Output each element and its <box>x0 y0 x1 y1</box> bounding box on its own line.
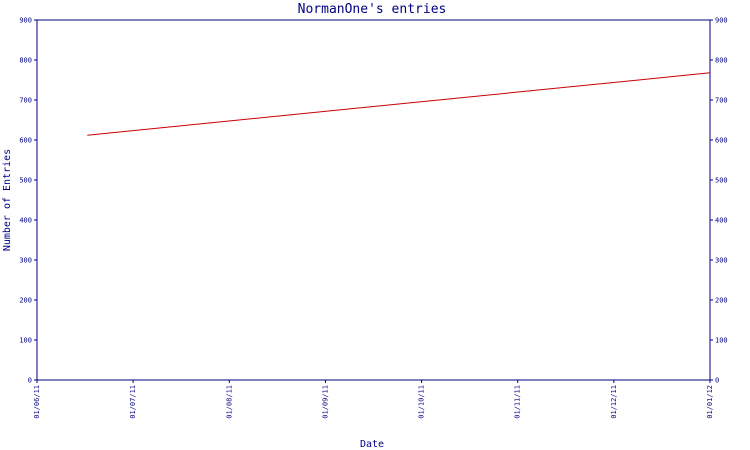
x-axis: 01/06/11 01/07/11 01/08/11 01/09/11 01/10/11… <box>33 380 714 419</box>
y-tick-label-right: 200 <box>715 297 728 305</box>
series-group <box>87 72 711 136</box>
x-tick-label: 01/11/11 <box>514 385 522 419</box>
x-tick-label: 01/07/11 <box>129 385 137 419</box>
y-tick-label-right: 900 <box>715 17 728 25</box>
chart-title: NormanOne's entries <box>298 2 447 17</box>
y-tick-label-right: 500 <box>715 177 728 185</box>
y-tick-label-right: 700 <box>715 97 728 105</box>
y-tick-label-left: 700 <box>19 97 32 105</box>
y-tick-label-right: 100 <box>715 337 728 345</box>
x-tick-label: 01/06/11 <box>33 385 41 419</box>
y-tick-label-left: 200 <box>19 297 32 305</box>
y-tick-label-left: 900 <box>19 17 32 25</box>
x-tick-label: 01/10/11 <box>418 385 426 419</box>
y-tick-label-left: 400 <box>19 217 32 225</box>
y-tick-label-right: 400 <box>715 217 728 225</box>
x-tick-label: 01/01/12 <box>706 385 714 419</box>
y-tick-label-left: 800 <box>19 57 32 65</box>
x-tick-label: 01/12/11 <box>610 385 618 419</box>
series-line-0 <box>87 72 711 136</box>
plot-area <box>36 19 711 381</box>
x-axis-title: Date <box>360 439 384 450</box>
y-tick-label-left: 500 <box>19 177 32 185</box>
y-tick-label-left: 300 <box>19 257 32 265</box>
y-tick-label-right: 600 <box>715 137 728 145</box>
y-tick-label-left: 100 <box>19 337 32 345</box>
y-tick-label-right: 0 <box>715 377 719 385</box>
y-axis-left: 0 100 200 300 400 500 600 700 800 900 <box>19 17 37 385</box>
y-tick-label-right: 800 <box>715 57 728 65</box>
y-tick-label-left: 0 <box>28 377 32 385</box>
x-tick-label: 01/08/11 <box>225 385 233 419</box>
y-tick-label-left: 600 <box>19 137 32 145</box>
y-axis-title: Number of Entries <box>2 149 13 251</box>
x-tick-label: 01/09/11 <box>321 385 329 419</box>
y-axis-right: 0 100 200 300 400 500 600 700 800 900 <box>710 17 728 385</box>
y-tick-label-right: 300 <box>715 257 728 265</box>
